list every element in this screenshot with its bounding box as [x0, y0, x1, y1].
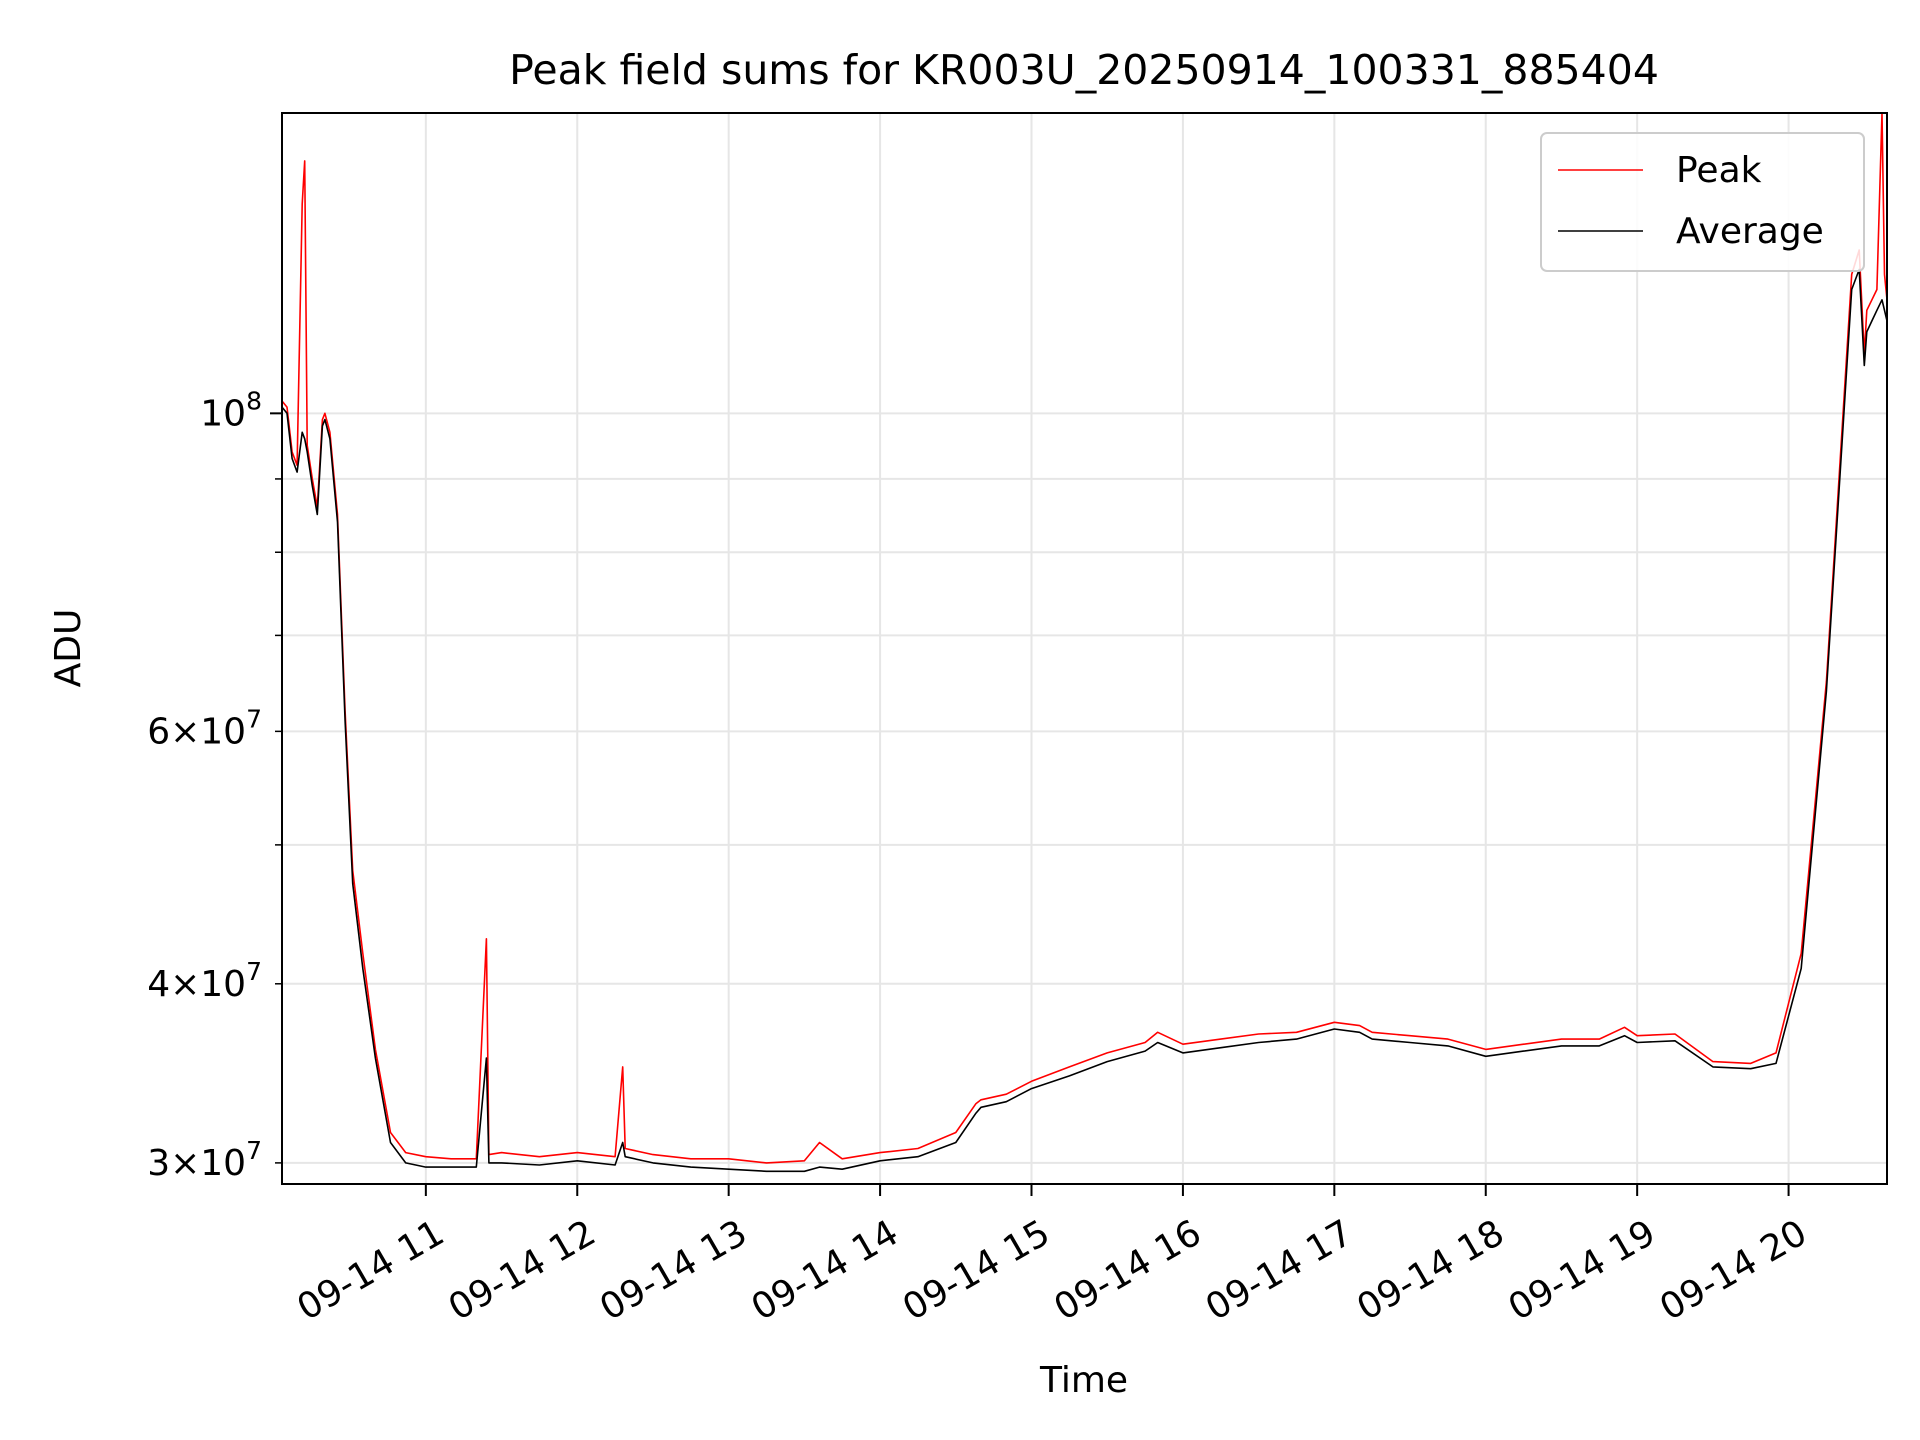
y-tick-label: 6×107: [147, 704, 262, 752]
plot-frame: [281, 112, 1888, 1185]
chart-title: Peak field sums for KR003U_20250914_1003…: [509, 46, 1659, 94]
plot-area: [282, 113, 1887, 1173]
y-tick-label: 108: [200, 386, 262, 434]
y-tick-label: 4×107: [147, 957, 262, 1005]
legend: Peak Average: [1540, 132, 1865, 272]
legend-label-average: Average: [1676, 211, 1824, 252]
legend-box: [1540, 132, 1865, 272]
series-layer: [282, 113, 1887, 1173]
legend-label-peak: Peak: [1676, 150, 1762, 191]
y-axis-label: ADU: [48, 609, 89, 688]
y-tick-label: 3×107: [147, 1136, 262, 1184]
x-axis-label: Time: [1039, 1360, 1128, 1401]
series-line-average: [282, 268, 1887, 1173]
y-axis: 108 3×107 4×107 6×107: [147, 386, 282, 1184]
grid: [282, 113, 1887, 1184]
